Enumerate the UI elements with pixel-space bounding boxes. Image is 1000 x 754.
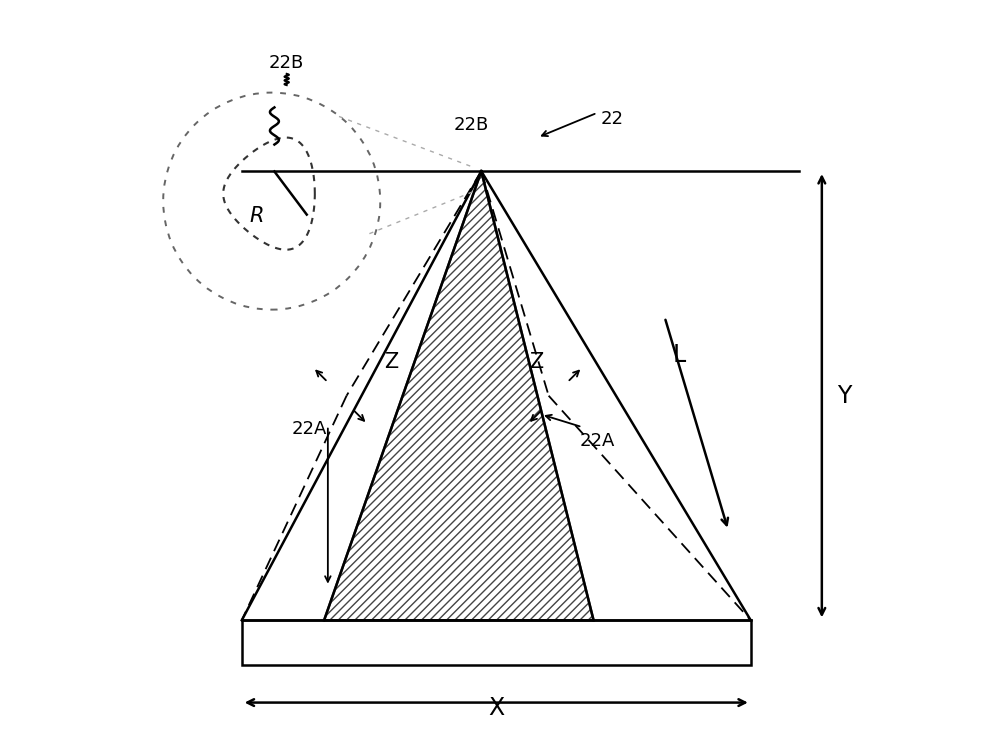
Text: 22B: 22B — [454, 116, 489, 133]
Text: Y: Y — [837, 384, 851, 408]
Text: Z: Z — [529, 352, 543, 372]
Text: 22A: 22A — [291, 421, 327, 438]
Text: 22: 22 — [601, 110, 624, 127]
Text: 22A: 22A — [580, 431, 615, 449]
Text: X: X — [488, 696, 504, 720]
Text: 22B: 22B — [269, 54, 304, 72]
Text: R: R — [250, 206, 264, 226]
Polygon shape — [324, 171, 594, 621]
Text: Z: Z — [384, 352, 399, 372]
Text: L: L — [673, 342, 686, 366]
